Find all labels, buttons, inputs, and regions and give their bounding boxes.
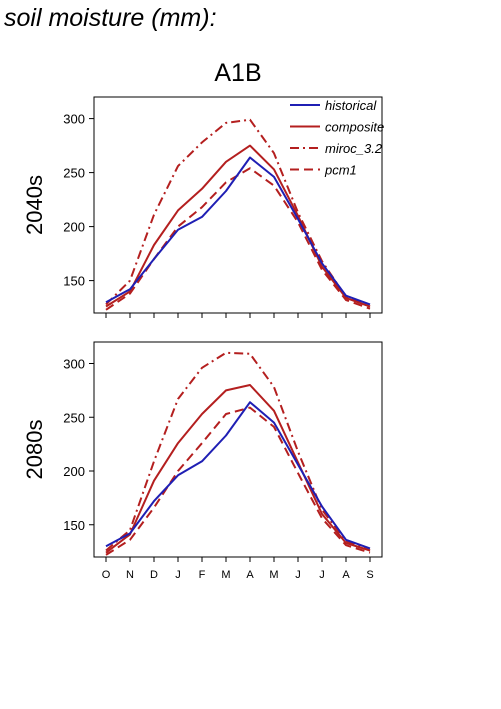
x-tick-label: S bbox=[366, 569, 373, 581]
y-tick-label: 200 bbox=[63, 464, 85, 479]
x-tick-label: M bbox=[221, 569, 230, 581]
series-line-historical bbox=[105, 156, 371, 306]
series-line-miroc-3-2 bbox=[105, 351, 371, 552]
y-tick-label: 300 bbox=[63, 112, 85, 127]
series-line-pcm1 bbox=[105, 406, 371, 556]
x-tick-label: D bbox=[150, 569, 158, 581]
row-label: 2080s bbox=[22, 420, 47, 480]
page-title: soil moisture (mm): bbox=[4, 4, 217, 32]
x-tick-label: N bbox=[126, 569, 134, 581]
row-label: 2040s bbox=[22, 175, 47, 235]
x-tick-label: O bbox=[102, 569, 111, 581]
legend-label: composite bbox=[325, 120, 384, 135]
x-tick-label: J bbox=[319, 569, 325, 581]
x-tick-label: A bbox=[246, 569, 254, 581]
x-tick-label: J bbox=[175, 569, 181, 581]
legend-label: pcm1 bbox=[324, 163, 357, 178]
series-line-composite bbox=[105, 144, 371, 308]
panels: 150 200 250 300 2040s historical composite miro… bbox=[22, 96, 384, 581]
series-line-historical bbox=[105, 401, 371, 550]
legend: historical composite miroc_3.2 pcm1 bbox=[290, 98, 384, 178]
y-tick-label: 250 bbox=[63, 166, 85, 181]
legend-label: historical bbox=[325, 98, 377, 113]
y-tick-label: 150 bbox=[63, 274, 85, 289]
legend-label: miroc_3.2 bbox=[325, 141, 383, 156]
plot-frame bbox=[93, 341, 383, 558]
panel-2080s: 150 200 250 300 O N D J F M A M J J A S 2080s bbox=[22, 341, 383, 581]
y-tick-label: 200 bbox=[63, 220, 85, 235]
y-tick-label: 300 bbox=[63, 357, 85, 372]
x-tick-label: F bbox=[199, 569, 206, 581]
x-tick-label: A bbox=[342, 569, 350, 581]
y-tick-label: 250 bbox=[63, 410, 85, 425]
plot-frame bbox=[93, 96, 383, 314]
x-tick-label: M bbox=[269, 569, 278, 581]
scenario-title: A1B bbox=[214, 59, 261, 87]
x-tick-label: J bbox=[295, 569, 301, 581]
series-line-composite bbox=[105, 384, 371, 554]
y-tick-label: 150 bbox=[63, 518, 85, 533]
panel-2040s: 150 200 250 300 2040s historical composite miro… bbox=[22, 96, 384, 318]
